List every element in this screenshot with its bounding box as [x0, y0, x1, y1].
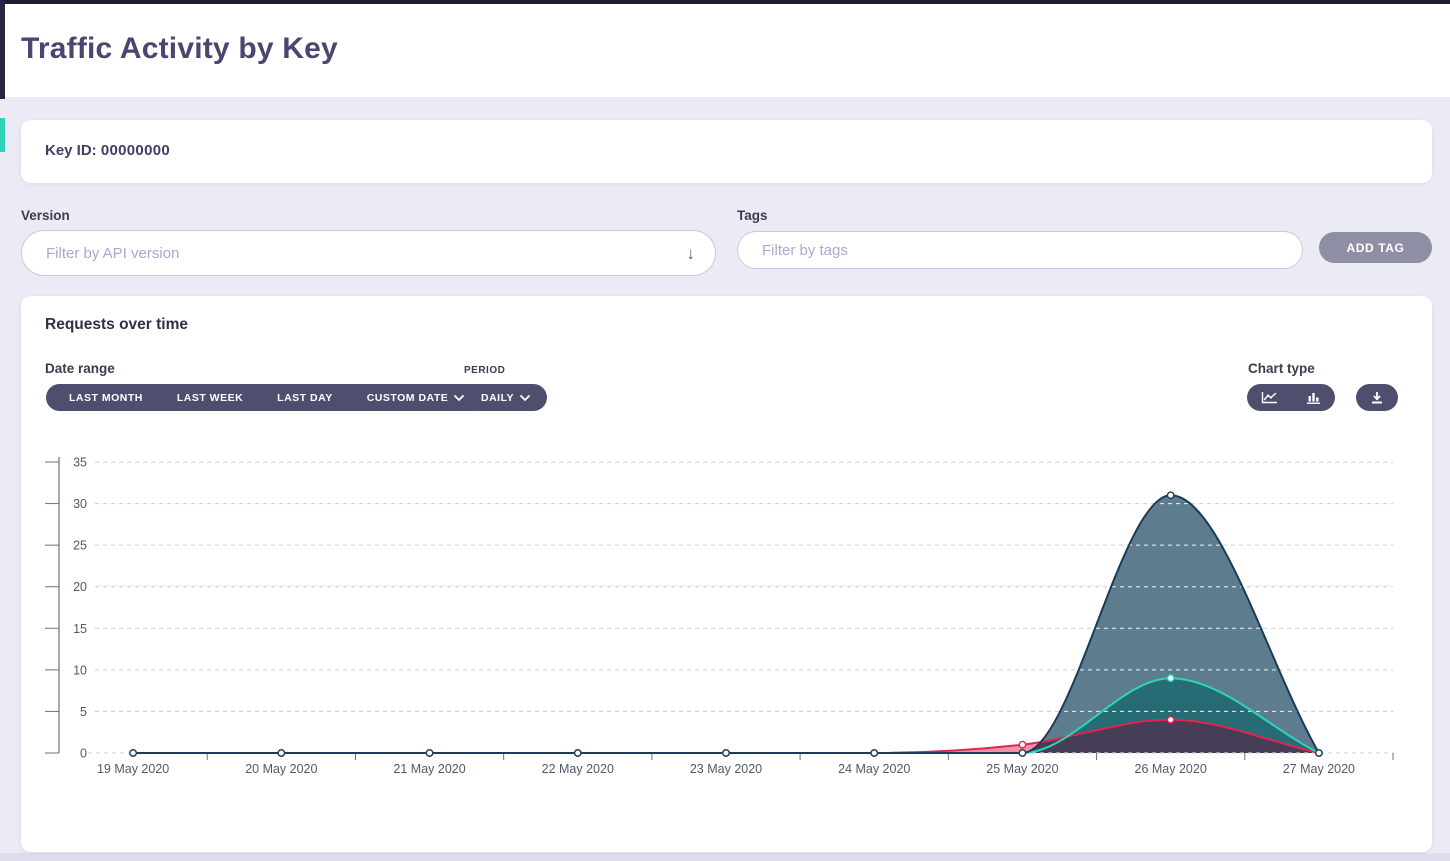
svg-text:35: 35: [73, 456, 87, 470]
key-id-label: Key ID:: [45, 142, 97, 159]
add-tag-button[interactable]: ADD TAG: [1319, 232, 1432, 263]
period-value: DAILY: [481, 391, 515, 404]
area-chart-canvas: 0 5 10 15 20 25 30 35 19 May 2020 20 May 2020 21 M…: [45, 456, 1394, 776]
svg-text:19 May 2020: 19 May 2020: [97, 762, 169, 776]
tags-input[interactable]: [738, 241, 1302, 259]
chart-type-button-group: [1247, 384, 1335, 411]
custom-date-button[interactable]: CUSTOM DATE: [350, 384, 482, 411]
svg-text:10: 10: [73, 663, 87, 677]
down-arrow-icon[interactable]: ↓: [686, 243, 696, 263]
page-bottom-strip: [0, 853, 1450, 861]
custom-date-label: CUSTOM DATE: [366, 391, 449, 404]
svg-text:5: 5: [80, 705, 87, 719]
bar-chart-button[interactable]: [1292, 384, 1335, 411]
svg-text:23 May 2020: 23 May 2020: [690, 762, 762, 776]
period-dropdown: DAILY: [464, 384, 548, 411]
bar-chart-icon: [1307, 393, 1320, 404]
svg-text:22 May 2020: 22 May 2020: [542, 762, 614, 776]
last-day-label: LAST DAY: [277, 391, 333, 404]
svg-text:24 May 2020: 24 May 2020: [838, 762, 910, 776]
tags-input-wrap: [737, 231, 1303, 269]
chevron-down-icon: [454, 394, 465, 401]
svg-text:27 May 2020: 27 May 2020: [1283, 762, 1355, 776]
svg-text:15: 15: [73, 622, 87, 636]
line-chart-icon: [1261, 392, 1277, 404]
date-range-label: Date range: [45, 361, 115, 376]
svg-text:25: 25: [73, 539, 87, 553]
download-button-wrap: [1356, 384, 1398, 411]
panel-title: Requests over time: [45, 316, 188, 333]
key-id-text: Key ID: 00000000: [45, 142, 170, 159]
version-select[interactable]: ↓: [21, 230, 716, 276]
version-select-input[interactable]: [22, 244, 687, 262]
last-week-label: LAST WEEK: [176, 391, 244, 404]
tags-label: Tags: [737, 208, 768, 223]
version-label: Version: [21, 208, 70, 223]
key-id-value: 00000000: [100, 142, 170, 159]
date-range-button-group: LAST MONTH LAST WEEK LAST DAY CUSTOM DAT…: [46, 384, 488, 411]
svg-text:20 May 2020: 20 May 2020: [245, 762, 317, 776]
requests-chart: 0 5 10 15 20 25 30 35 19 May 2020 20 May 2020 21 M…: [21, 447, 1432, 792]
period-daily-button[interactable]: DAILY: [464, 384, 547, 411]
sidebar-accent-strip: [0, 118, 5, 152]
chart-type-label: Chart type: [1248, 361, 1315, 376]
svg-text:21 May 2020: 21 May 2020: [393, 762, 465, 776]
svg-text:0: 0: [80, 747, 87, 761]
window-top-border: [0, 0, 1450, 4]
period-label: PERIOD: [464, 365, 506, 376]
header-left-border: [0, 0, 5, 99]
download-icon: [1372, 392, 1382, 404]
key-id-card: Key ID: 00000000: [21, 120, 1432, 183]
svg-text:20: 20: [73, 580, 87, 594]
last-month-button[interactable]: LAST MONTH: [52, 384, 160, 411]
line-chart-button[interactable]: [1247, 384, 1292, 411]
chevron-down-icon: [520, 394, 530, 401]
last-month-label: LAST MONTH: [69, 391, 143, 404]
page-title: Traffic Activity by Key: [21, 32, 338, 65]
svg-text:26 May 2020: 26 May 2020: [1135, 762, 1207, 776]
last-week-button[interactable]: LAST WEEK: [160, 384, 260, 411]
svg-text:30: 30: [73, 497, 87, 511]
download-button[interactable]: [1356, 384, 1398, 411]
requests-over-time-card: Requests over time Date range LAST MONTH…: [21, 296, 1432, 852]
page-header: Traffic Activity by Key: [0, 4, 1450, 97]
last-day-button[interactable]: LAST DAY: [260, 384, 350, 411]
svg-text:25 May 2020: 25 May 2020: [986, 762, 1058, 776]
